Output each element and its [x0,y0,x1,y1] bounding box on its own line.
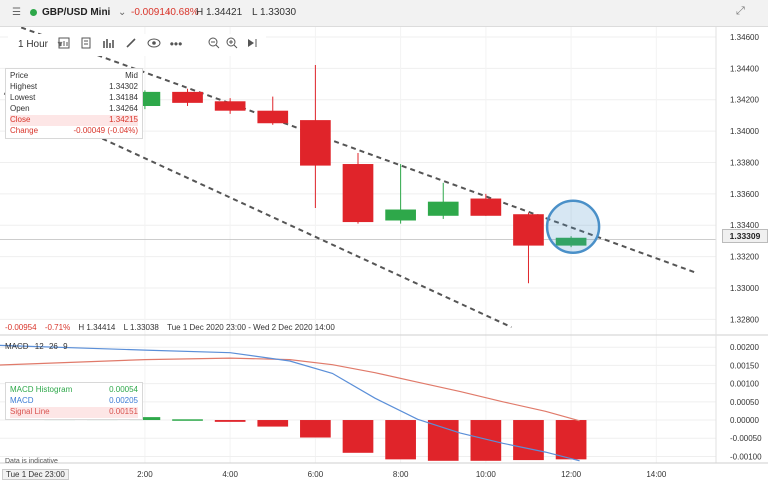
range-high: H 1.34414 [78,323,116,332]
instrument-name[interactable]: GBP/USD Mini [30,7,110,18]
ohlc-row: Open 1.34264 [10,104,138,113]
time-tick-label: 6:00 [308,470,324,479]
range-dates: Tue 1 Dec 2020 23:00 - Wed 2 Dec 2020 14… [167,323,335,332]
chart-toolbar: 1 Hour ▾ ••• [8,34,266,56]
price-tick-label: 1.32800 [730,315,759,324]
ohlc-row: Price Mid [10,71,138,80]
macd-row: MACD 0.00205 [10,396,138,405]
data-disclaimer: Data is indicative [5,458,58,465]
macd-tick-label: 0.00200 [730,343,759,352]
more-icon[interactable]: ••• [169,37,183,51]
price-tick-label: 1.34200 [730,96,759,105]
timeframe-chevron-icon[interactable]: ▾ [57,38,63,50]
histogram-bar [214,420,246,422]
candle-body [172,91,203,103]
time-tick-label: 8:00 [393,470,409,479]
candle-body [555,237,587,246]
zoom-in-icon[interactable] [224,35,240,51]
histogram-bar [300,420,331,438]
price-axis-labels: 1.34600 1.34400 1.34200 1.34000 1.33800 1.336… [730,33,759,324]
time-tick-label: 10:00 [476,470,497,479]
macd-histogram [44,415,587,461]
candle-body [342,164,374,223]
candle-body [300,120,331,166]
time-tick-label: 14:00 [646,470,667,479]
histogram-bar [513,420,544,461]
candle-body [214,101,246,111]
range-info-bar: -0.00954 -0.71% H 1.34414 L 1.33038 Tue … [5,323,335,332]
histogram-bar [129,417,161,421]
timeframe-select[interactable]: 1 Hour [17,38,48,50]
macd-lines [0,344,580,462]
macd-histogram-row: MACD Histogram 0.00054 [10,385,138,394]
macd-panel: MACD Histogram 0.00054 MACD 0.00205 Sign… [5,382,143,420]
header-low: L 1.33030 [252,7,297,18]
instrument-header: ☰ GBP/USD Mini ⌄ -0.00914 -0.68% H 1.344… [0,0,768,27]
time-tick-label: 12:00 [561,470,582,479]
histogram-bar [470,420,502,461]
macd-title[interactable]: MACD 12 26 9 [5,342,68,351]
price-tick-label: 1.33600 [730,190,759,199]
price-tick-label: 1.34000 [730,127,759,136]
header-change: -0.00914 [131,7,171,18]
price-tick-label: 1.33000 [730,284,759,293]
cursor-time-label: Tue 1 Dec 23:00 [2,469,69,480]
histogram-bar [342,420,374,453]
chevron-down-icon[interactable]: ⌄ [118,7,127,18]
ohlc-row-close: Close 1.34215 [10,115,138,126]
macd-tick-label: -0.00100 [730,452,762,461]
zoom-out-icon[interactable] [206,35,222,51]
time-axis-labels: 2:00 4:00 6:00 8:00 10:00 12:00 14:00 [137,470,667,479]
macd-tick-label: 0.00100 [730,380,759,389]
macd-tick-label: 0.00150 [730,361,759,370]
ohlc-panel: Price Mid Highest 1.34302 Lowest 1.34184… [5,68,143,139]
price-tick-label: 1.34400 [730,64,759,73]
chart-type-icon[interactable] [54,35,74,51]
signal-line [0,357,580,422]
jump-to-latest-icon[interactable] [244,35,260,51]
highlight-circle-shape [545,199,601,255]
candle-body [427,201,459,216]
candle-body [513,214,544,246]
macd-tick-label: 0.00050 [730,398,759,407]
highlight-circle [545,199,601,255]
macd-line [0,344,580,462]
header-high: H 1.34421 [196,7,243,18]
eye-icon[interactable] [144,35,164,51]
candle-body [257,110,289,124]
price-tick-label: 1.34600 [730,33,759,42]
market-open-dot-icon [30,9,37,16]
histogram-bar [427,420,459,461]
current-price-badge: 1.33309 [722,229,768,243]
macd-axis-labels: 0.00200 0.00150 0.00100 0.00050 0.00000 -0.00… [730,343,762,461]
ohlc-row: Lowest 1.34184 [10,93,138,102]
header-change-pct: -0.68% [167,7,199,18]
range-change: -0.00954 [5,323,37,332]
time-tick-label: 2:00 [137,470,153,479]
histogram-bar [257,420,289,427]
price-tick-label: 1.33400 [730,221,759,230]
histogram-bar [385,420,416,460]
ohlc-row-change: Change -0.00049 (-0.04%) [10,126,138,135]
histogram-bar [172,419,203,421]
range-change-pct: -0.71% [44,323,71,332]
range-low: L 1.33038 [123,323,159,332]
channel-line [3,20,696,274]
price-tick-label: 1.33200 [730,253,759,262]
signal-line-row: Signal Line 0.00151 [10,407,138,418]
histogram-bar [555,420,587,460]
expand-icon[interactable]: ⤢ [736,5,745,17]
indicators-icon[interactable] [76,35,96,51]
candle-body [470,198,502,216]
ohlc-row: Highest 1.34302 [10,82,138,91]
draw-line-icon[interactable] [121,35,141,51]
time-tick-label: 4:00 [222,470,238,479]
macd-tick-label: 0.00000 [730,416,759,425]
bar-chart-icon[interactable] [98,35,118,51]
macd-tick-label: -0.00050 [730,434,762,443]
candle-body [385,209,416,221]
menu-icon[interactable]: ☰ [12,7,21,18]
price-tick-label: 1.33800 [730,158,759,167]
